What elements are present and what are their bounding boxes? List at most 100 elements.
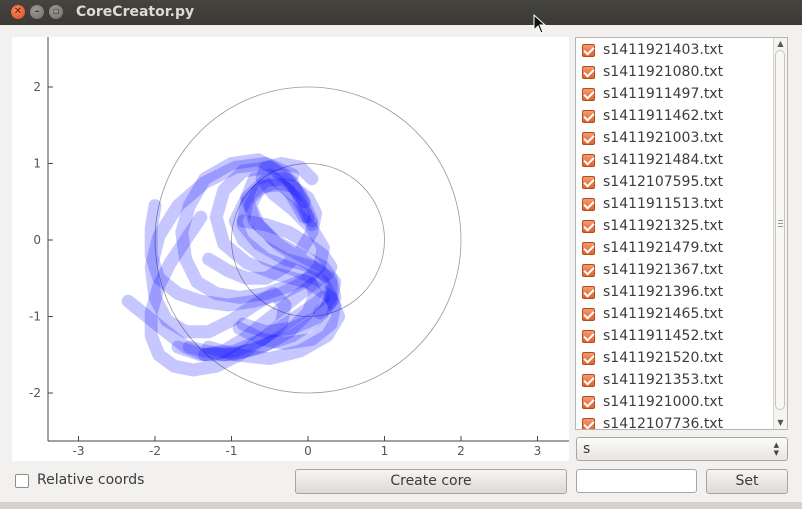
file-list[interactable]: s1411921403.txt s1411921080.txt s141191149… <box>575 37 788 430</box>
file-list-item[interactable]: s1412107595.txt <box>582 171 723 193</box>
file-name: s1411921003.txt <box>603 130 724 146</box>
file-name: s1411921484.txt <box>603 152 724 168</box>
file-checkbox[interactable] <box>582 373 595 387</box>
y-tick-label: -2 <box>29 386 41 400</box>
file-list-item[interactable]: s1411921080.txt <box>582 61 723 83</box>
file-list-item[interactable]: s1411921520.txt <box>582 347 723 369</box>
file-checkbox[interactable] <box>582 197 595 211</box>
trajectory-stroke <box>236 178 342 339</box>
y-tick-label: 2 <box>33 80 41 94</box>
y-tick-label: 1 <box>33 157 41 171</box>
file-list-item[interactable]: s1411911513.txt <box>582 193 723 215</box>
file-list-item[interactable]: s1412107736.txt <box>582 413 724 430</box>
file-checkbox[interactable] <box>582 285 595 299</box>
file-name: s1412107595.txt <box>603 174 724 190</box>
file-list-item[interactable]: s1411921465.txt <box>582 303 723 325</box>
file-list-item[interactable]: s1411921367.txt <box>582 259 723 281</box>
file-name: s1411911513.txt <box>603 196 724 212</box>
file-name: s1411911497.txt <box>603 86 724 102</box>
file-list-item[interactable]: s1411921353.txt <box>582 369 723 391</box>
file-list-item[interactable]: s1411921325.txt <box>582 215 723 237</box>
file-checkbox[interactable] <box>582 241 595 255</box>
trajectory-stroke <box>144 157 330 312</box>
mouse-pointer-icon <box>533 13 547 38</box>
series-combo-value: s <box>583 441 591 457</box>
file-checkbox[interactable] <box>582 87 595 101</box>
file-name: s1411921367.txt <box>603 262 724 278</box>
file-list-item[interactable]: s1411921484.txt <box>582 149 723 171</box>
scroll-up-icon[interactable]: ▲ <box>777 39 784 48</box>
file-checkbox[interactable] <box>582 395 595 409</box>
file-name: s1411921396.txt <box>603 284 724 300</box>
x-tick-label: -2 <box>149 444 161 458</box>
value-input[interactable] <box>576 469 697 493</box>
reference-circle <box>154 86 462 394</box>
file-name: s1411911452.txt <box>603 328 724 344</box>
file-list-item[interactable]: s1411911497.txt <box>582 83 723 105</box>
file-checkbox[interactable] <box>582 263 595 277</box>
file-list-scrollbar[interactable]: ▲ ▼ <box>773 38 787 429</box>
file-name: s1411921353.txt <box>603 372 724 388</box>
x-tick-label: 3 <box>534 444 542 458</box>
file-name: s1412107736.txt <box>603 416 724 430</box>
file-name: s1411921325.txt <box>603 218 724 234</box>
window-titlebar[interactable]: ✕ – ▫ CoreCreator.py <box>0 0 802 25</box>
x-tick-label: -3 <box>73 444 85 458</box>
plot-canvas: -3 -2 -1 0 1 2 3 2 1 0 -1 -2 <box>29 37 569 458</box>
minimize-icon[interactable]: – <box>30 5 44 19</box>
set-button[interactable]: Set <box>706 469 788 494</box>
y-tick-label: 0 <box>33 233 41 247</box>
trajectory-plot[interactable]: -3 -2 -1 0 1 2 3 2 1 0 -1 -2 <box>12 37 569 461</box>
maximize-icon[interactable]: ▫ <box>49 5 63 19</box>
trajectory-stroke <box>121 214 338 362</box>
file-list-item[interactable]: s1411921003.txt <box>582 127 723 149</box>
file-name: s1411921080.txt <box>603 64 724 80</box>
scroll-down-icon[interactable]: ▼ <box>777 418 784 427</box>
file-checkbox[interactable] <box>582 307 595 321</box>
combo-arrows-icon: ▲ ▼ <box>773 441 779 457</box>
trajectory-stroke <box>144 157 300 362</box>
trajectory-stroke <box>144 210 330 377</box>
file-list-item[interactable]: s1411911452.txt <box>582 325 723 347</box>
file-checkbox[interactable] <box>582 109 595 123</box>
file-name: s1411921520.txt <box>603 350 724 366</box>
x-tick-label: 1 <box>381 444 389 458</box>
file-checkbox[interactable] <box>582 153 595 167</box>
file-name: s1411921000.txt <box>603 394 724 410</box>
file-name: s1411921465.txt <box>603 306 724 322</box>
relative-coords-checkbox[interactable] <box>15 474 29 488</box>
file-list-item[interactable]: s1411911462.txt <box>582 105 723 127</box>
relative-coords-label: Relative coords <box>37 472 145 488</box>
file-name: s1411921403.txt <box>603 42 724 58</box>
file-checkbox[interactable] <box>582 351 595 365</box>
series-combo[interactable]: s ▲ ▼ <box>576 437 788 461</box>
status-bar <box>0 502 802 509</box>
file-name: s1411911462.txt <box>603 108 724 124</box>
file-checkbox[interactable] <box>582 219 595 233</box>
x-tick-label: 0 <box>304 444 312 458</box>
x-tick-label: -1 <box>226 444 238 458</box>
reference-circle <box>231 163 385 317</box>
trajectory-stroke <box>228 172 342 350</box>
y-tick-label: -1 <box>29 310 41 324</box>
file-checkbox[interactable] <box>582 175 595 189</box>
file-checkbox[interactable] <box>582 417 595 429</box>
trajectory-stroke <box>171 153 323 362</box>
file-checkbox[interactable] <box>582 329 595 343</box>
trajectory-stroke <box>202 160 346 366</box>
trajectory-stroke <box>182 168 342 362</box>
file-list-item[interactable]: s1411921479.txt <box>582 237 723 259</box>
trajectory-stroke <box>202 176 338 320</box>
window-title: CoreCreator.py <box>76 4 195 20</box>
file-list-item[interactable]: s1411921000.txt <box>582 391 723 413</box>
file-list-item[interactable]: s1411921403.txt <box>582 39 723 61</box>
x-tick-label: 2 <box>457 444 465 458</box>
file-list-item[interactable]: s1411921396.txt <box>582 281 723 303</box>
file-checkbox[interactable] <box>582 43 595 57</box>
file-checkbox[interactable] <box>582 65 595 79</box>
file-checkbox[interactable] <box>582 131 595 145</box>
create-core-button[interactable]: Create core <box>295 469 567 494</box>
close-icon[interactable]: ✕ <box>11 5 25 19</box>
file-name: s1411921479.txt <box>603 240 724 256</box>
scrollbar-thumb[interactable] <box>775 50 785 410</box>
